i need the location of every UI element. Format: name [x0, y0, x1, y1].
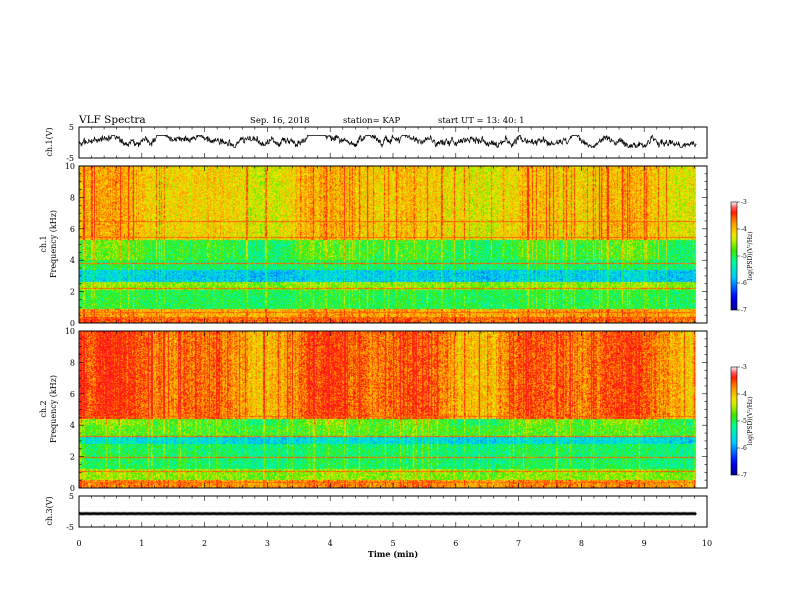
ch1-ytick-top: 5 — [69, 123, 74, 132]
ch1-spectrogram-ylabel-frequency: Frequency (kHz) — [49, 210, 58, 278]
ch2-colorbar-ticks: -3 -4 -5 -6 -7 — [737, 364, 747, 479]
ch1-colorbar: -3 -4 -5 -6 -7 log(PSD)(V²/Hz) — [730, 199, 754, 314]
ch1-frequency-ytick-label: 2 — [70, 288, 75, 297]
colorbar-tick-label: -4 — [741, 226, 747, 233]
ch3-ytick-top: 5 — [69, 492, 74, 501]
ch3-waveform-line — [78, 511, 697, 516]
time-axis-tick-label: 3 — [265, 539, 270, 548]
time-axis-tick-label: 8 — [579, 539, 584, 548]
ch2-colorbar-label: log(PSD)(V²/Hz) — [747, 397, 754, 446]
time-axis-tick-label: 6 — [453, 539, 458, 548]
ch2-frequency-ytick-label: 0 — [70, 484, 75, 493]
ch1-colorbar-label: log(PSD)(V²/Hz) — [747, 232, 754, 281]
time-axis-tick-labels: 0 1 2 3 4 5 6 7 8 9 10 — [76, 539, 712, 548]
time-axis-tick-label: 10 — [702, 539, 712, 548]
ch1-spectrogram-panel: 0 2 4 6 8 10 ch.1 Frequency (kHz) -3 -4 -5 -6 -7 … — [39, 162, 754, 328]
time-axis-tick-label: 7 — [516, 539, 521, 548]
time-axis-label: Time (min) — [368, 549, 418, 559]
colorbar-tick-label: -7 — [741, 307, 747, 314]
ch1-frequency-ytick-label: 10 — [65, 162, 75, 171]
colorbar-tick-label: -3 — [741, 364, 747, 371]
ch2-spectrogram-panel: 0 2 4 6 8 10 ch.2 Frequency (kHz) -3 -4 -5 -6 -7 … — [39, 327, 754, 493]
figure-station: station= KAP — [343, 116, 401, 126]
ch1-colorbar-gradient — [730, 201, 738, 311]
ch1-waveform-xticks — [78, 127, 708, 158]
ch1-waveform-panel: 5 -5 ch.1(V) — [45, 123, 708, 163]
ch2-spectrogram-ylabel-frequency: Frequency (kHz) — [49, 375, 58, 443]
colorbar-tick-label: -7 — [741, 472, 747, 479]
figure-title: VLF Spectra — [78, 114, 146, 126]
time-axis-tick-label: 2 — [202, 539, 207, 548]
figure-date: Sep. 16, 2018 — [250, 116, 310, 126]
ch1-frequency-ytick-label: 6 — [70, 225, 75, 234]
ch1-frequency-ytick-label: 4 — [70, 256, 75, 265]
ch1-waveform-frame — [78, 126, 708, 159]
colorbar-tick-label: -5 — [741, 253, 747, 260]
ch1-waveform-line — [78, 134, 697, 149]
ch2-colorbar: -3 -4 -5 -6 -7 log(PSD)(V²/Hz) — [730, 364, 754, 479]
time-axis-tick-label: 9 — [642, 539, 647, 548]
ch2-frequency-ytick-label: 6 — [70, 390, 75, 399]
ch3-ytick-bottom: -5 — [66, 523, 74, 532]
time-axis-tick-label: 4 — [328, 539, 333, 548]
ch1-spectrogram-yticks: 0 2 4 6 8 10 — [65, 162, 707, 328]
ch1-spectrogram-image — [79, 166, 707, 323]
colorbar-tick-label: -6 — [741, 280, 747, 287]
ch2-frequency-ytick-label: 2 — [70, 453, 75, 462]
colorbar-tick-label: -5 — [741, 418, 747, 425]
ch1-waveform-ylabel: ch.1(V) — [45, 127, 54, 156]
ch2-frequency-ytick-label: 4 — [70, 421, 75, 430]
ch2-spectrogram-image — [79, 331, 707, 488]
colorbar-tick-label: -6 — [741, 445, 747, 452]
ch3-waveform-frame — [78, 495, 708, 528]
colorbar-tick-label: -4 — [741, 391, 747, 398]
ch2-spectrogram-ylabel-channel: ch.2 — [39, 400, 48, 417]
ch3-waveform-panel: 5 -5 ch.3(V) — [45, 492, 708, 532]
ch2-spectrogram-yticks: 0 2 4 6 8 10 — [65, 327, 707, 493]
ch1-ytick-bottom: -5 — [66, 154, 74, 163]
ch1-colorbar-ticks: -3 -4 -5 -6 -7 — [737, 199, 747, 314]
ch2-spectrogram-xticks — [78, 331, 708, 488]
ch1-frequency-ytick-label: 0 — [70, 319, 75, 328]
time-axis-tick-label: 0 — [76, 539, 81, 548]
ch3-waveform-xticks — [78, 496, 708, 527]
time-axis-tick-label: 1 — [139, 539, 144, 548]
colorbar-tick-label: -3 — [741, 199, 747, 206]
ch1-spectrogram-ylabel-channel: ch.1 — [39, 235, 48, 252]
ch2-frequency-ytick-label: 10 — [65, 327, 75, 336]
figure-start-time: start UT = 13: 40: 1 — [438, 116, 525, 126]
ch2-colorbar-gradient — [730, 366, 738, 476]
time-axis-tick-label: 5 — [390, 539, 395, 548]
ch1-frequency-ytick-label: 8 — [70, 193, 75, 202]
ch3-waveform-ylabel: ch.3(V) — [45, 496, 54, 525]
ch1-spectrogram-xticks — [78, 166, 708, 323]
ch2-frequency-ytick-label: 8 — [70, 358, 75, 367]
